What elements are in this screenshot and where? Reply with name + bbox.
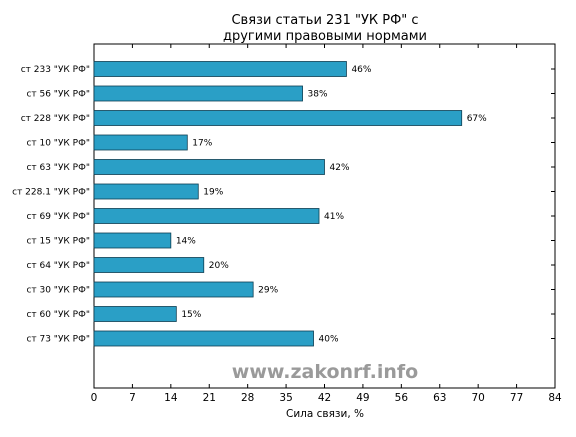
value-label: 67% <box>467 114 487 124</box>
category-label: ст 73 "УК РФ" <box>26 335 90 345</box>
x-tick-label: 21 <box>203 392 216 404</box>
x-tick-label: 0 <box>91 392 98 404</box>
value-label: 15% <box>181 310 201 320</box>
x-tick-label: 70 <box>471 392 484 404</box>
bar <box>93 232 172 249</box>
bar <box>93 183 199 200</box>
x-tick-label: 77 <box>510 392 523 404</box>
x-tick-label: 14 <box>164 392 178 404</box>
category-label: ст 60 "УК РФ" <box>26 310 90 320</box>
x-tick-label: 7 <box>129 392 136 404</box>
value-label: 20% <box>209 261 229 271</box>
value-label: 14% <box>176 237 196 247</box>
category-label: ст 69 "УК РФ" <box>26 212 90 222</box>
category-label: ст 64 "УК РФ" <box>26 261 90 271</box>
bar <box>93 61 347 77</box>
x-axis-title: Сила связи, % <box>286 408 364 420</box>
x-tick-label: 56 <box>395 392 409 404</box>
value-label: 29% <box>258 286 278 296</box>
bar <box>93 208 320 224</box>
value-label: 42% <box>330 163 350 173</box>
x-tick-label: 28 <box>241 392 254 404</box>
category-label: ст 56 "УК РФ" <box>26 90 90 100</box>
bar <box>93 85 303 102</box>
category-label: ст 228.1 "УК РФ" <box>12 188 90 198</box>
bar <box>93 134 188 151</box>
category-label: ст 63 "УК РФ" <box>26 163 90 173</box>
value-label: 40% <box>319 335 339 345</box>
value-label: 41% <box>324 212 344 222</box>
category-label: ст 228 "УК РФ" <box>21 114 90 124</box>
bar <box>93 330 314 347</box>
chart-title-line-2: другими правовыми нормами <box>223 29 427 44</box>
category-label: ст 15 "УК РФ" <box>26 237 90 247</box>
bar <box>93 306 177 322</box>
value-label: 17% <box>192 139 212 149</box>
bar <box>93 110 463 126</box>
x-tick-label: 42 <box>318 392 331 404</box>
plot-area: 0 7 14 21 28 35 42 49 56 63 70 77 84 ст 233 "УК РФ" 46… <box>12 43 562 404</box>
x-tick-label: 49 <box>356 392 369 404</box>
bar <box>93 159 325 175</box>
category-label: ст 10 "УК РФ" <box>26 139 90 149</box>
watermark: www.zakonrf.info <box>232 361 418 383</box>
value-label: 19% <box>203 188 223 198</box>
x-tick-label: 63 <box>433 392 446 404</box>
category-label: ст 30 "УК РФ" <box>26 286 90 296</box>
value-label: 38% <box>308 90 328 100</box>
x-tick-label: 84 <box>548 392 562 404</box>
chart-title-line-1: Связи статьи 231 "УК РФ" с <box>231 13 418 28</box>
value-label: 46% <box>351 65 371 75</box>
category-label: ст 233 "УК РФ" <box>21 65 90 75</box>
bar <box>93 281 254 298</box>
bar <box>93 257 205 273</box>
x-tick-label: 35 <box>279 392 292 404</box>
